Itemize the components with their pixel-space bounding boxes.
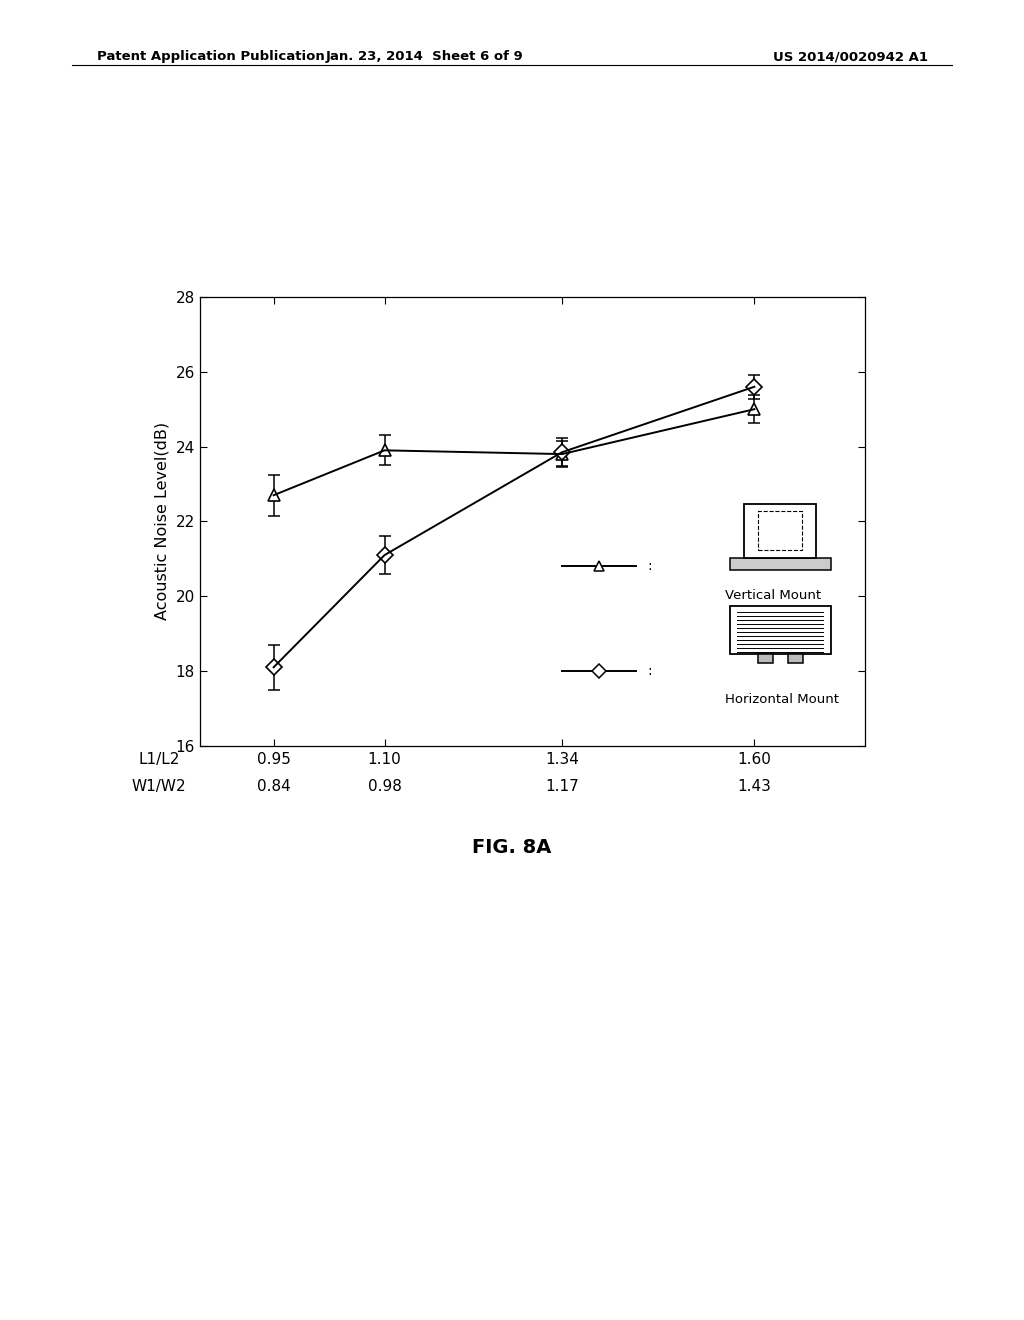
Bar [730, 557, 830, 570]
Text: 1.43: 1.43 [737, 779, 771, 793]
Text: Jan. 23, 2014  Sheet 6 of 9: Jan. 23, 2014 Sheet 6 of 9 [326, 50, 524, 63]
Text: L1/L2: L1/L2 [138, 752, 179, 767]
Bar [787, 655, 803, 663]
Text: 0.84: 0.84 [257, 779, 291, 793]
Text: Vertical Mount: Vertical Mount [725, 589, 821, 602]
Text: US 2014/0020942 A1: US 2014/0020942 A1 [773, 50, 928, 63]
Text: :: : [647, 664, 651, 678]
Text: W1/W2: W1/W2 [131, 779, 186, 793]
Text: Patent Application Publication: Patent Application Publication [97, 50, 325, 63]
Bar [758, 511, 803, 550]
Text: 1.10: 1.10 [368, 752, 401, 767]
Text: FIG. 8A: FIG. 8A [472, 838, 552, 857]
Y-axis label: Acoustic Noise Level(dB): Acoustic Noise Level(dB) [155, 422, 170, 620]
Text: 0.95: 0.95 [257, 752, 291, 767]
Text: 1.60: 1.60 [737, 752, 771, 767]
Text: 1.34: 1.34 [545, 752, 579, 767]
Text: Horizontal Mount: Horizontal Mount [725, 693, 839, 706]
Text: 1.17: 1.17 [545, 779, 579, 793]
Text: 0.98: 0.98 [368, 779, 401, 793]
Bar [744, 504, 816, 557]
Text: :: : [647, 560, 651, 573]
Bar [758, 655, 773, 663]
Bar [730, 606, 830, 655]
